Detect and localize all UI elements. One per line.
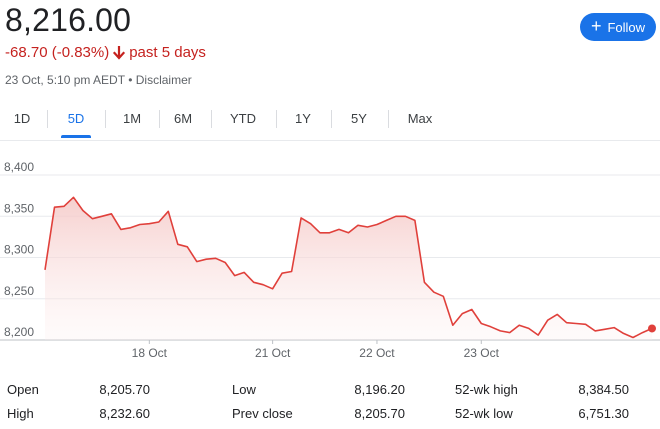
stat-label: Open [7, 382, 39, 397]
disclaimer-link[interactable]: Disclaimer [135, 73, 192, 87]
stat-value: 8,205.70 [99, 382, 150, 397]
price-chart[interactable]: 8,400 8,350 8,300 8,250 8,200 18 Oct 21 Oct 22 … [0, 160, 660, 365]
price-change: -68.70 (-0.83%) past 5 days [5, 44, 206, 61]
plus-icon: + [590, 16, 602, 36]
tab-separator [104, 110, 106, 128]
y-tick-label: 8,350 [4, 201, 34, 215]
tab-max[interactable]: Max [407, 111, 433, 126]
y-tick-label: 8,400 [4, 160, 34, 174]
follow-label: Follow [607, 19, 646, 35]
meta-separator: • [128, 73, 133, 87]
tab-1d[interactable]: 1D [13, 111, 31, 126]
quote-timestamp: 23 Oct, 5:10 pm AEDT [5, 73, 125, 87]
stat-label: 52-wk low [455, 406, 513, 421]
tab-5d[interactable]: 5D [61, 104, 91, 138]
tab-separator [387, 110, 389, 128]
price-line [44, 196, 653, 339]
x-tick-label: 18 Oct [132, 346, 168, 360]
follow-button[interactable]: + Follow [580, 13, 656, 41]
stat-label: 52-wk high [455, 382, 518, 397]
stat-label: Low [232, 382, 256, 397]
tab-separator [46, 110, 48, 128]
tab-1m[interactable]: 1M [122, 111, 142, 126]
quote-meta: 23 Oct, 5:10 pm AEDT • Disclaimer [5, 73, 192, 87]
x-tick-label: 23 Oct [464, 346, 500, 360]
stat-value: 6,751.30 [578, 406, 629, 421]
tab-5y[interactable]: 5Y [351, 111, 367, 126]
y-tick-label: 8,300 [4, 243, 34, 257]
price-area [45, 197, 652, 340]
tab-1y[interactable]: 1Y [295, 111, 311, 126]
x-tick-label: 22 Oct [359, 346, 395, 360]
stat-value: 8,205.70 [354, 406, 405, 421]
tab-separator [158, 110, 160, 128]
tab-separator [210, 110, 212, 128]
stock-price: 8,216.00 [5, 2, 132, 38]
stat-value: 8,196.20 [354, 382, 405, 397]
stat-value: 8,232.60 [99, 406, 150, 421]
tabs-divider [0, 140, 660, 141]
stat-52-wk-low: 52-wk low 6,751.30 [0, 406, 660, 426]
tab-separator [275, 110, 277, 128]
tab-6m[interactable]: 6M [173, 111, 193, 126]
stat-label: High [7, 406, 34, 421]
stat-value: 8,384.50 [578, 382, 629, 397]
stat-prev-close: Prev close 8,205.70 [0, 406, 660, 426]
stat-52-wk-high: 52-wk high 8,384.50 [0, 382, 660, 402]
tab-ytd[interactable]: YTD [230, 111, 256, 126]
tab-separator [331, 110, 332, 128]
change-value: -68.70 (-0.83%) [5, 44, 110, 61]
stat-open: Open 8,205.70 [0, 382, 660, 402]
y-tick-label: 8,250 [4, 284, 34, 298]
change-period: past 5 days [129, 44, 206, 61]
current-price-marker [648, 324, 656, 333]
y-tick-label: 8,200 [4, 325, 34, 339]
x-tick-label: 21 Oct [255, 346, 291, 360]
arrow-down-icon [113, 45, 126, 60]
stat-label: Prev close [232, 406, 293, 421]
stat-low: Low 8,196.20 [0, 382, 660, 402]
stat-high: High 8,232.60 [0, 406, 660, 426]
